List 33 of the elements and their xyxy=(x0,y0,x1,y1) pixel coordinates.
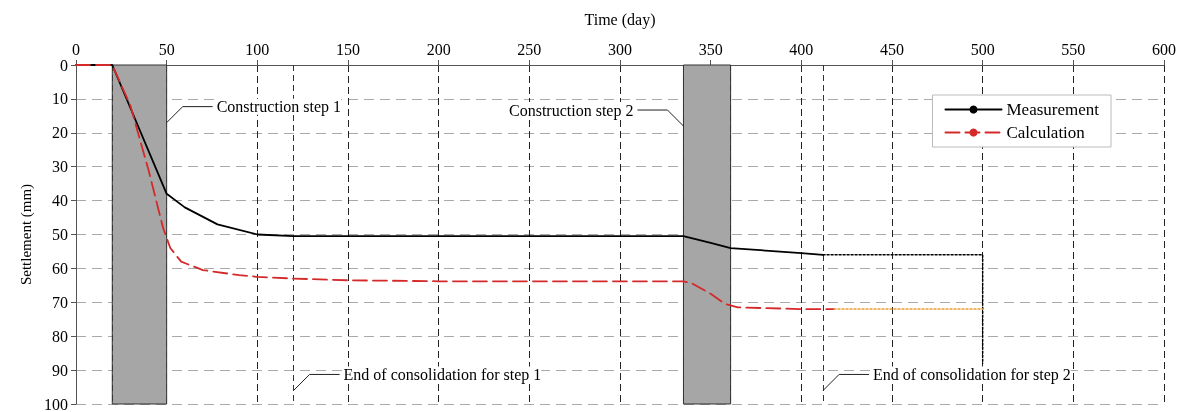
annotation: End of consolidation for step 1 xyxy=(343,365,542,384)
x-tick-label: 300 xyxy=(608,40,632,58)
line-series xyxy=(75,64,835,310)
y-tick-label: 30 xyxy=(52,158,68,176)
y-tick-label: 10 xyxy=(52,90,68,108)
legend-label: Calculation xyxy=(1006,123,1086,142)
x-tick-label: 550 xyxy=(1061,40,1086,58)
x-axis-title: Time (day) xyxy=(584,10,656,29)
x-tick-label: 50 xyxy=(158,40,175,58)
annotation: End of consolidation for step 2 xyxy=(873,365,1071,384)
x-tick-label: 450 xyxy=(880,40,904,58)
annotation: Construction step 1 xyxy=(216,98,342,117)
legend-label: Measurement xyxy=(1006,100,1100,119)
x-tick-label: 150 xyxy=(336,40,360,58)
y-tick-label: 100 xyxy=(44,395,68,412)
y-tick-label: 0 xyxy=(60,56,68,74)
y-tick-label: 40 xyxy=(52,192,68,210)
y-tick-label: 60 xyxy=(52,259,68,277)
x-tick-label: 200 xyxy=(426,40,451,58)
x-tick-label: 100 xyxy=(245,40,270,58)
x-tick-label: 250 xyxy=(517,40,542,58)
x-tick-label: 500 xyxy=(970,40,995,58)
x-tick-label: 350 xyxy=(698,40,723,58)
y-axis-title: Settlement (mm) xyxy=(17,183,35,286)
y-tick-label: 80 xyxy=(52,327,68,345)
x-tick-label: 400 xyxy=(789,40,814,58)
y-tick-label: 90 xyxy=(52,361,68,379)
x-tick-label: 600 xyxy=(1152,40,1176,58)
annotation: Construction step 2 xyxy=(509,101,634,120)
y-tick-label: 70 xyxy=(52,293,68,311)
x-tick-label: 0 xyxy=(72,40,80,58)
y-tick-label: 20 xyxy=(52,124,68,142)
y-tick-label: 50 xyxy=(52,226,68,243)
